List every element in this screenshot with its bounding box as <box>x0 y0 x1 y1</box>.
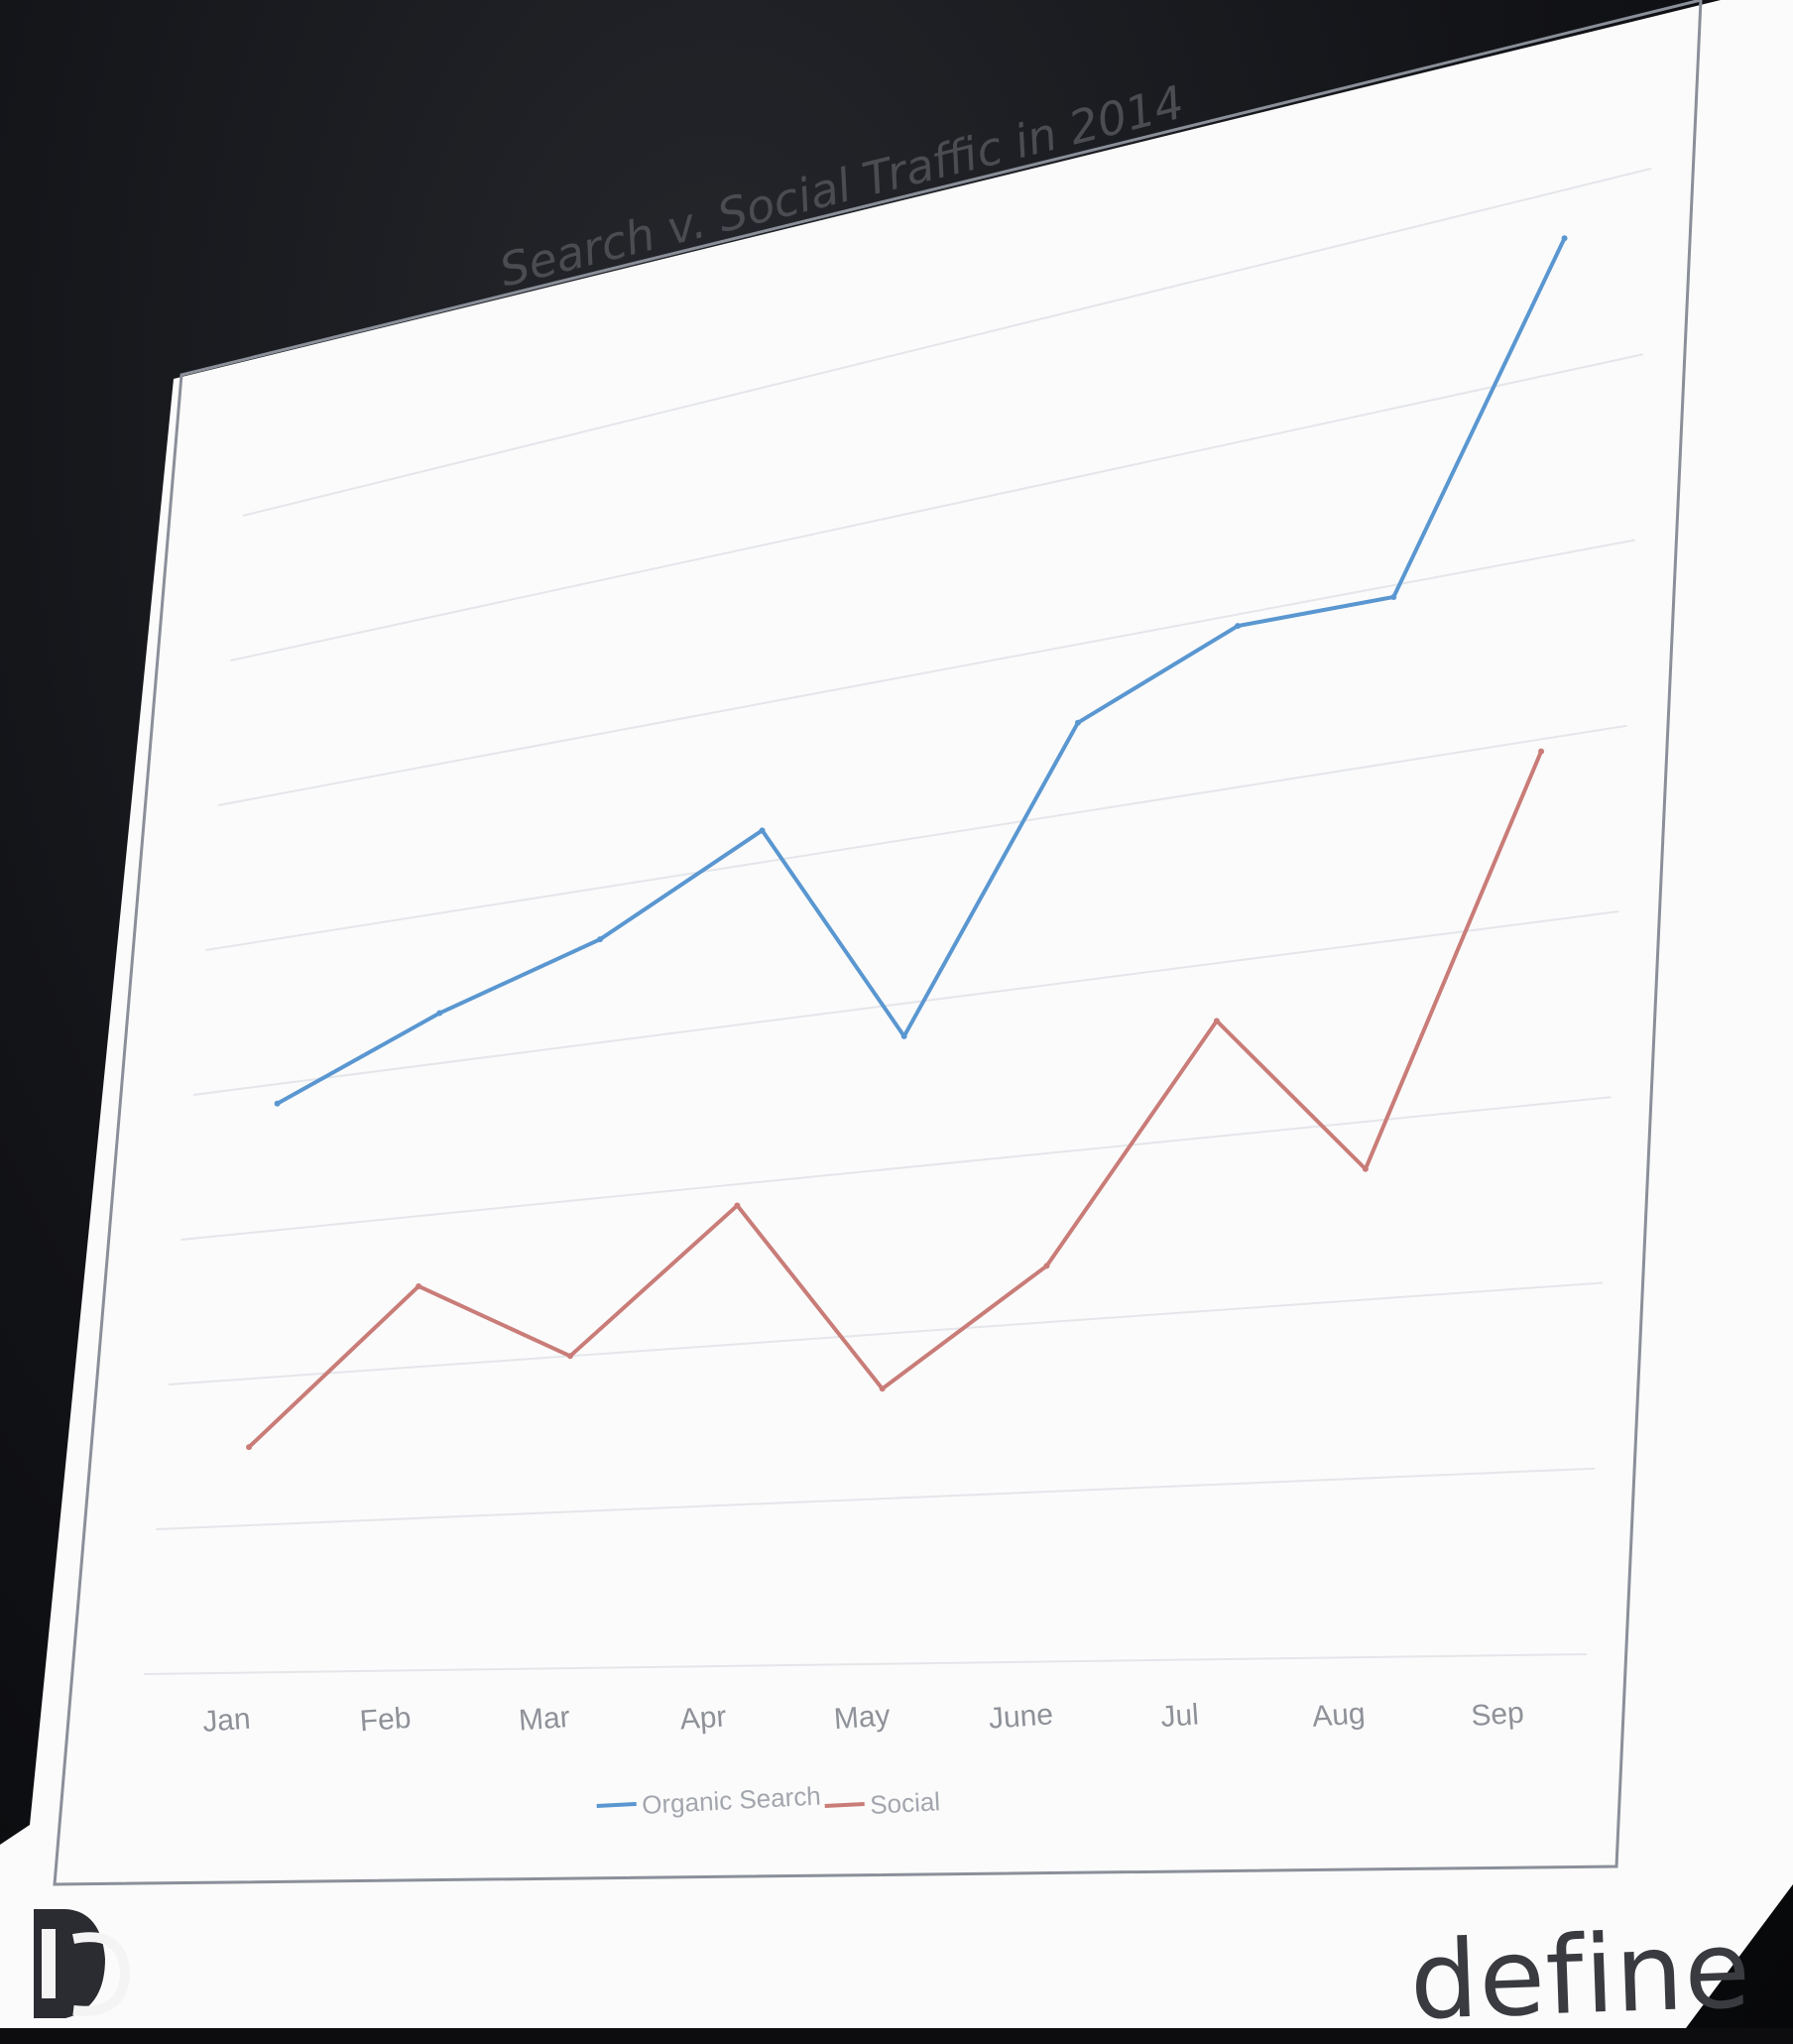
dc-logo-icon <box>14 1899 133 2028</box>
data-point <box>567 1353 573 1359</box>
data-point <box>1562 235 1568 241</box>
data-point <box>880 1385 886 1391</box>
brand-wordmark: define <box>1408 1917 1752 2036</box>
x-tick-label: May <box>833 1699 892 1736</box>
data-point <box>1043 1262 1049 1268</box>
x-tick-label: Jul <box>1159 1699 1200 1735</box>
x-tick-label: June <box>988 1698 1054 1735</box>
legend-swatch <box>825 1804 865 1806</box>
data-point <box>1538 749 1544 755</box>
data-point <box>416 1283 421 1289</box>
data-point <box>275 1101 281 1107</box>
data-point <box>1214 1018 1220 1023</box>
legend-swatch <box>597 1804 637 1806</box>
data-point <box>1075 720 1081 726</box>
x-tick-label: Mar <box>518 1701 571 1738</box>
data-point <box>760 827 766 833</box>
data-point <box>901 1033 907 1039</box>
data-point <box>597 936 603 942</box>
x-tick-label: Apr <box>679 1700 728 1736</box>
x-tick-label: Sep <box>1470 1697 1525 1734</box>
legend-label: Social <box>869 1786 940 1820</box>
x-tick-label: Feb <box>359 1702 413 1739</box>
data-point <box>734 1203 740 1209</box>
data-point <box>1363 1166 1369 1172</box>
x-tick-label: Aug <box>1311 1697 1367 1734</box>
data-point <box>246 1444 252 1450</box>
data-point <box>1390 594 1396 600</box>
data-point <box>1235 623 1241 629</box>
x-tick-label: Jan <box>201 1703 252 1739</box>
data-point <box>436 1011 442 1017</box>
